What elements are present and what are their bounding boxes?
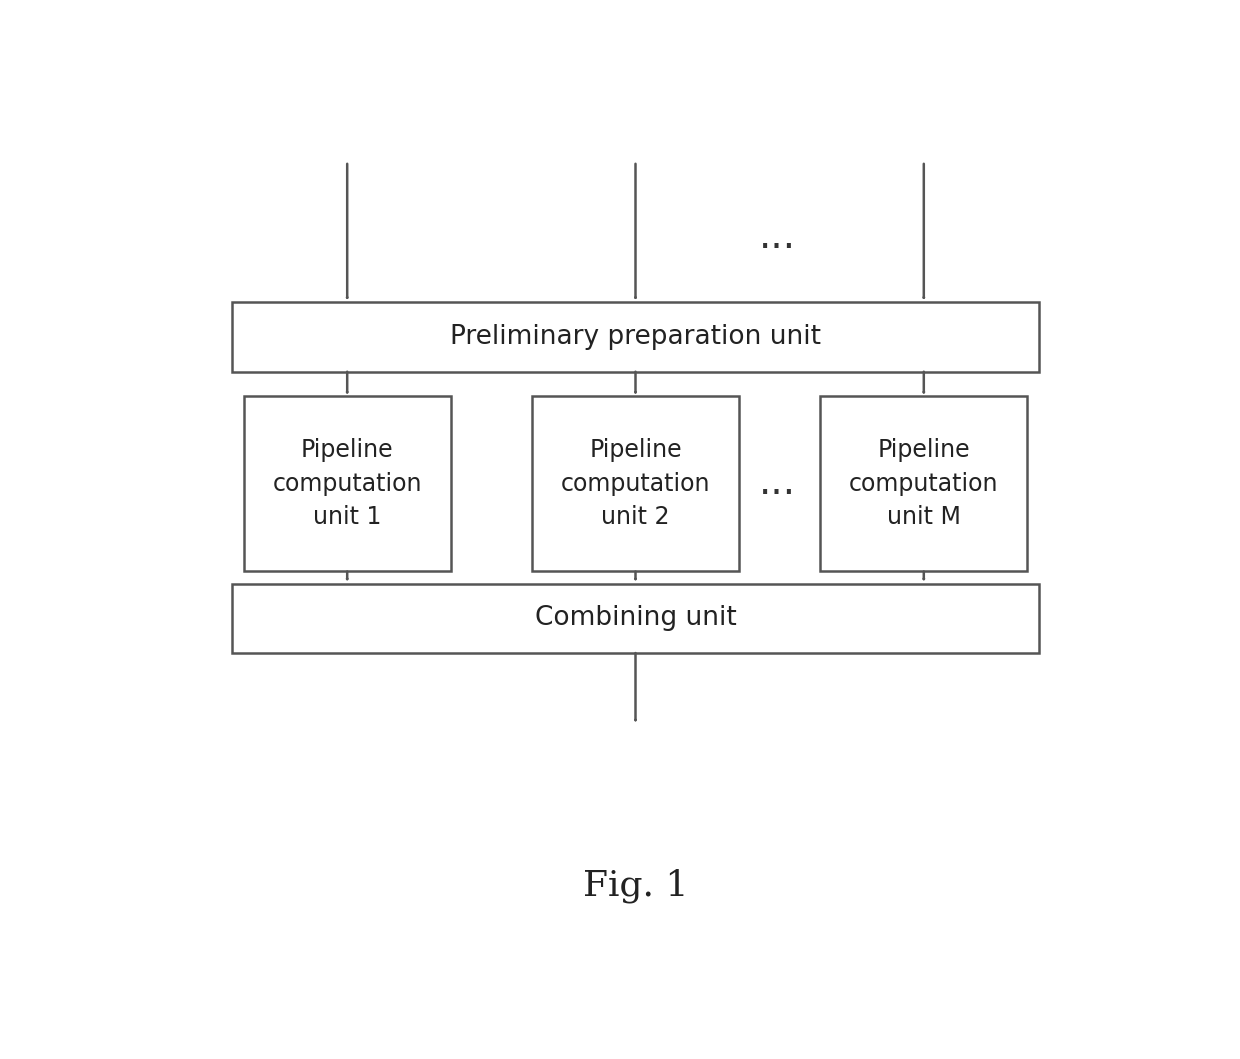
Bar: [232, 584, 1039, 653]
Text: Preliminary preparation unit: Preliminary preparation unit: [450, 324, 821, 351]
Bar: [532, 396, 739, 572]
Text: Pipeline
computation
unit 1: Pipeline computation unit 1: [273, 438, 422, 530]
Bar: [232, 303, 1039, 372]
Text: ...: ...: [759, 465, 796, 502]
Text: Fig. 1: Fig. 1: [583, 868, 688, 902]
Text: Pipeline
computation
unit M: Pipeline computation unit M: [849, 438, 998, 530]
Text: Pipeline
computation
unit 2: Pipeline computation unit 2: [560, 438, 711, 530]
Text: Combining unit: Combining unit: [534, 606, 737, 631]
Bar: [821, 396, 1027, 572]
Text: ...: ...: [759, 218, 796, 256]
Bar: [244, 396, 450, 572]
